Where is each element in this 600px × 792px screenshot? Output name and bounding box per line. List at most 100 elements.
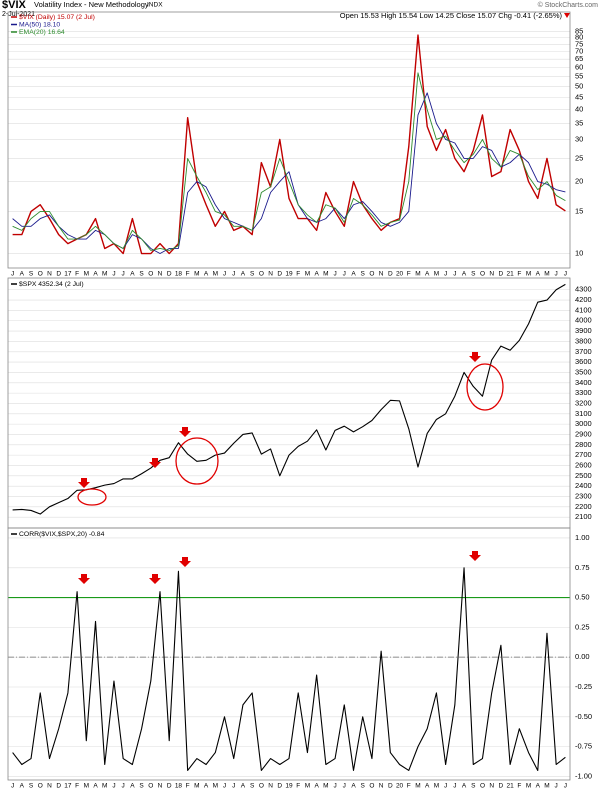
x-tick-label: D <box>499 271 504 278</box>
x-tick-label: F <box>75 783 79 790</box>
y-tick-label: 3800 <box>575 336 592 345</box>
x-tick-label: 17 <box>64 783 72 790</box>
y-tick-label: 2100 <box>575 512 592 521</box>
x-tick-label: M <box>544 783 549 790</box>
exchange: INDX <box>147 2 163 9</box>
y-tick-label: 30 <box>575 134 583 143</box>
x-tick-label: A <box>241 783 246 790</box>
series-line <box>12 72 566 251</box>
x-tick-label: M <box>305 783 310 790</box>
x-tick-label: J <box>112 783 115 790</box>
x-tick-label: A <box>425 783 430 790</box>
chart-title: $VIX <box>2 0 27 11</box>
y-tick-label: 70 <box>575 46 583 55</box>
x-tick-label: F <box>407 783 411 790</box>
x-tick-label: J <box>564 783 567 790</box>
x-tick-label: J <box>122 271 125 278</box>
x-tick-label: A <box>462 271 467 278</box>
x-tick-label: A <box>204 783 209 790</box>
y-tick-label: 1.00 <box>575 533 590 542</box>
arrow <box>78 478 90 488</box>
arrow <box>469 352 481 362</box>
x-tick-label: M <box>544 271 549 278</box>
x-tick-label: A <box>314 271 319 278</box>
x-tick-label: M <box>415 271 420 278</box>
legend-label: MA(50) 18.10 <box>19 21 60 28</box>
x-tick-label: A <box>536 271 541 278</box>
x-tick-label: S <box>361 271 366 278</box>
y-tick-label: 3200 <box>575 398 592 407</box>
annotations <box>77 352 504 584</box>
y-tick-label: 2800 <box>575 440 592 449</box>
x-tick-label: M <box>84 271 89 278</box>
y-tick-label: 65 <box>575 54 583 63</box>
legend-label: $VIX (Daily) 15.07 (2 Jul) <box>19 14 95 21</box>
x-tick-label: 19 <box>285 783 293 790</box>
plot-frame <box>7 527 571 781</box>
arrow <box>149 574 161 584</box>
y-tick-label: 0.00 <box>575 652 590 661</box>
x-tick-label: M <box>84 783 89 790</box>
x-tick-label: J <box>564 271 567 278</box>
x-tick-label: A <box>314 783 319 790</box>
x-tick-label: D <box>277 271 282 278</box>
y-tick-label: 35 <box>575 118 583 127</box>
x-tick-label: O <box>369 783 374 790</box>
x-tick-label: N <box>379 271 384 278</box>
y-tick-label: 4100 <box>575 305 592 314</box>
x-tick-label: J <box>122 783 125 790</box>
x-tick-label: J <box>343 271 346 278</box>
y-tick-label: 3500 <box>575 367 592 376</box>
x-tick-label: N <box>268 271 273 278</box>
x-tick-label: N <box>268 783 273 790</box>
y-tick-label: 2500 <box>575 471 592 480</box>
x-tick-label: M <box>526 271 531 278</box>
x-tick-label: D <box>277 783 282 790</box>
x-tick-label: O <box>148 271 153 278</box>
legend-label: CORR($VIX,$SPX,20) -0.84 <box>19 531 105 538</box>
x-tick-label: J <box>453 271 456 278</box>
down-icon <box>564 13 570 18</box>
y-tick-label: 20 <box>575 177 583 186</box>
x-tick-label: F <box>75 271 79 278</box>
x-tick-label: 17 <box>64 271 72 278</box>
x-tick-label: J <box>555 271 558 278</box>
y-tick-label: 45 <box>575 92 583 101</box>
y-tick-label: 85 <box>575 26 583 35</box>
x-tick-label: J <box>223 271 226 278</box>
y-tick-label: 2200 <box>575 502 592 511</box>
x-tick-label: A <box>93 271 98 278</box>
x-tick-label: S <box>139 271 144 278</box>
date: 2-Jul-2021 <box>2 11 35 18</box>
x-tick-label: J <box>11 271 14 278</box>
x-tick-label: 21 <box>506 271 514 278</box>
x-tick-label: M <box>415 783 420 790</box>
x-tick-label: A <box>204 271 209 278</box>
x-tick-label: 20 <box>396 271 404 278</box>
x-tick-label: M <box>305 271 310 278</box>
x-tick-label: S <box>29 783 34 790</box>
x-tick-label: F <box>186 271 190 278</box>
circle <box>466 363 504 411</box>
x-tick-label: J <box>444 271 447 278</box>
x-tick-label: 18 <box>175 271 183 278</box>
x-tick-label: J <box>223 783 226 790</box>
x-tick-label: M <box>194 783 199 790</box>
x-tick-label: M <box>213 783 218 790</box>
x-tick-label: D <box>56 271 61 278</box>
y-tick-label: 80 <box>575 33 583 42</box>
x-tick-label: S <box>250 271 255 278</box>
x-tick-label: J <box>232 783 235 790</box>
x-tick-label: D <box>167 271 172 278</box>
y-tick-label: 15 <box>575 206 583 215</box>
x-tick-label: M <box>102 783 107 790</box>
x-tick-label: N <box>158 783 163 790</box>
y-tick-label: 3100 <box>575 409 592 418</box>
x-tick-label: D <box>167 783 172 790</box>
x-tick-label: M <box>102 271 107 278</box>
x-tick-label: A <box>241 271 246 278</box>
x-tick-label: O <box>480 271 485 278</box>
x-tick-label: N <box>489 271 494 278</box>
y-tick-label: 4300 <box>575 285 592 294</box>
x-tick-label: F <box>186 783 190 790</box>
